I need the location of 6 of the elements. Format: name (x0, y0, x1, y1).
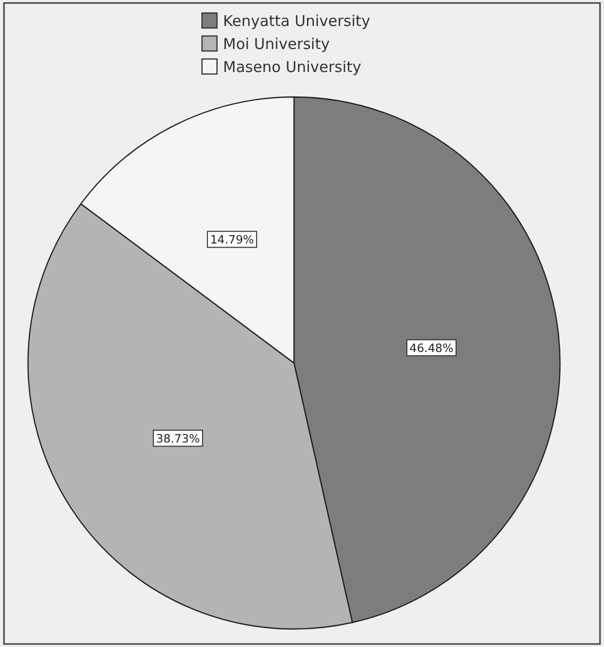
slice-label: Maseno University (223, 58, 362, 76)
data-label: 38.73% (156, 431, 200, 446)
data-label: 46.48% (410, 340, 454, 355)
data-label: 14.79% (210, 232, 254, 247)
legend-label: Moi University (223, 35, 330, 53)
legend-label: Kenyatta University (223, 12, 370, 30)
